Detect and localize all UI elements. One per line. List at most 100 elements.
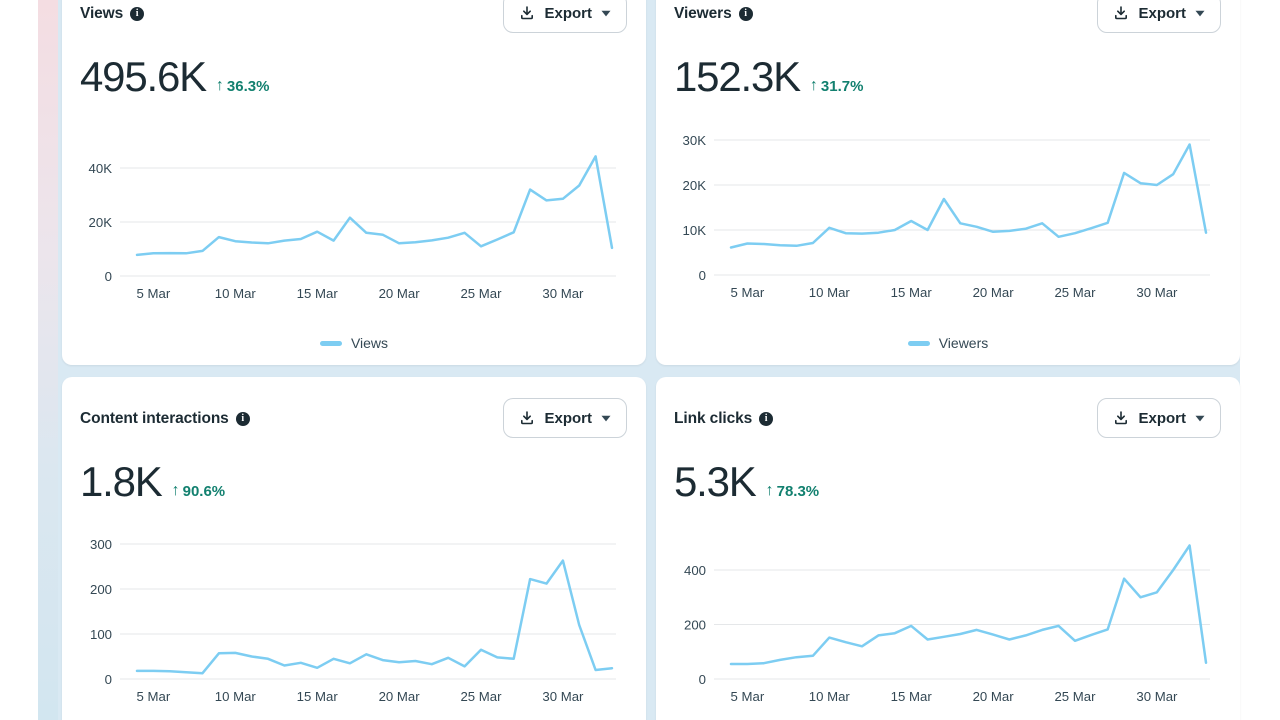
legend-label: Viewers — [938, 335, 989, 351]
link-clicks-line-chart: 0 200 400 5 Mar 10 Mar 15 Mar 20 Mar 25 Mar 30 M… — [684, 544, 1210, 704]
export-label: Export — [544, 4, 592, 22]
metric-value: 152.3K — [674, 53, 801, 100]
svg-text:100: 100 — [90, 627, 112, 642]
legend-label: Views — [350, 335, 389, 351]
svg-text:10 Mar: 10 Mar — [809, 689, 851, 704]
chevron-down-icon — [1195, 10, 1205, 16]
metric-row: 5.3K ↑ 78.3% — [674, 461, 819, 503]
svg-text:5 Mar: 5 Mar — [137, 689, 171, 704]
download-icon — [1115, 6, 1128, 20]
views-card: Views i Export 495.6K ↑ 36.3% 0 20K 40K 5 M… — [62, 0, 646, 365]
metric-value: 495.6K — [80, 53, 207, 100]
metric-row: 495.6K ↑ 36.3% — [80, 56, 269, 98]
views-line-chart: 0 20K 40K 5 Mar 10 Mar 15 Mar 20 Mar 25 Mar 30 M… — [89, 155, 616, 301]
svg-text:20 Mar: 20 Mar — [379, 689, 421, 704]
svg-text:15 Mar: 15 Mar — [297, 689, 339, 704]
card-title: Viewers — [674, 5, 732, 22]
info-icon[interactable]: i — [130, 7, 145, 21]
viewers-line-chart: 0 10K 20K 30K 5 Mar 10 Mar 15 Mar 20 Mar 25 Mar 3… — [683, 133, 1210, 300]
info-icon[interactable]: i — [235, 412, 250, 426]
svg-text:30 Mar: 30 Mar — [1136, 689, 1178, 704]
svg-text:30K: 30K — [683, 133, 707, 148]
delta-percent: 78.3% — [776, 482, 820, 500]
metric-value: 1.8K — [80, 458, 163, 505]
svg-text:10 Mar: 10 Mar — [215, 286, 257, 301]
svg-text:200: 200 — [684, 618, 706, 633]
svg-text:0: 0 — [105, 672, 112, 687]
card-title: Link clicks — [674, 410, 753, 427]
svg-text:40K: 40K — [89, 161, 113, 176]
trend-up-icon: ↑ — [809, 77, 818, 94]
export-label: Export — [1138, 409, 1186, 427]
svg-text:0: 0 — [699, 268, 706, 283]
card-header: Content interactions i — [80, 410, 250, 428]
export-label: Export — [544, 409, 592, 427]
chart-legend: Viewers — [656, 335, 1240, 351]
svg-text:10K: 10K — [683, 223, 707, 238]
card-title: Views — [80, 5, 124, 22]
card-header: Link clicks i — [674, 410, 774, 428]
svg-text:20 Mar: 20 Mar — [973, 285, 1015, 300]
delta-percent: 90.6% — [182, 482, 226, 500]
export-button[interactable]: Export — [503, 0, 627, 33]
metric-delta: ↑ 90.6% — [172, 482, 226, 503]
svg-text:0: 0 — [105, 269, 112, 284]
metric-value: 5.3K — [674, 458, 757, 505]
export-button[interactable]: Export — [503, 398, 627, 438]
delta-percent: 36.3% — [226, 77, 270, 95]
legend-dash-icon — [319, 340, 342, 346]
svg-text:20K: 20K — [89, 215, 113, 230]
svg-text:20 Mar: 20 Mar — [379, 286, 421, 301]
content-interactions-line-chart: 0 100 200 300 5 Mar 10 Mar 15 Mar 20 Mar 25 Mar 3… — [90, 537, 616, 704]
chevron-down-icon — [1195, 415, 1205, 421]
chevron-down-icon — [601, 415, 611, 421]
card-title: Content interactions — [80, 410, 229, 427]
svg-text:30 Mar: 30 Mar — [1136, 285, 1178, 300]
metric-delta: ↑ 31.7% — [810, 77, 864, 98]
svg-text:30 Mar: 30 Mar — [542, 689, 584, 704]
download-icon — [1115, 411, 1128, 425]
link-clicks-card: Link clicks i Export 5.3K ↑ 78.3% 0 200 40… — [656, 377, 1240, 720]
svg-text:25 Mar: 25 Mar — [1054, 285, 1096, 300]
svg-text:5 Mar: 5 Mar — [137, 286, 171, 301]
page-gradient-edge — [38, 0, 58, 720]
svg-text:10 Mar: 10 Mar — [809, 285, 851, 300]
metric-row: 1.8K ↑ 90.6% — [80, 461, 225, 503]
svg-text:300: 300 — [90, 537, 112, 552]
metric-delta: ↑ 78.3% — [766, 482, 820, 503]
export-button[interactable]: Export — [1097, 0, 1221, 33]
svg-text:5 Mar: 5 Mar — [731, 689, 765, 704]
svg-text:400: 400 — [684, 563, 706, 578]
info-icon[interactable]: i — [738, 7, 753, 21]
info-icon[interactable]: i — [759, 412, 774, 426]
card-header: Viewers i — [674, 5, 753, 23]
svg-text:20 Mar: 20 Mar — [973, 689, 1015, 704]
download-icon — [521, 6, 534, 20]
svg-text:15 Mar: 15 Mar — [891, 689, 933, 704]
delta-percent: 31.7% — [820, 77, 864, 95]
export-button[interactable]: Export — [1097, 398, 1221, 438]
download-icon — [521, 411, 534, 425]
metric-row: 152.3K ↑ 31.7% — [674, 56, 863, 98]
chevron-down-icon — [601, 10, 611, 16]
export-label: Export — [1138, 4, 1186, 22]
svg-text:30 Mar: 30 Mar — [542, 286, 584, 301]
card-header: Views i — [80, 5, 145, 23]
trend-up-icon: ↑ — [765, 482, 774, 499]
svg-text:25 Mar: 25 Mar — [460, 689, 502, 704]
svg-text:5 Mar: 5 Mar — [731, 285, 765, 300]
chart-legend: Views — [62, 335, 646, 351]
svg-text:15 Mar: 15 Mar — [297, 286, 339, 301]
svg-text:200: 200 — [90, 582, 112, 597]
svg-text:15 Mar: 15 Mar — [891, 285, 933, 300]
trend-up-icon: ↑ — [171, 482, 180, 499]
legend-dash-icon — [907, 340, 930, 346]
content-interactions-card: Content interactions i Export 1.8K ↑ 90.… — [62, 377, 646, 720]
viewers-card: Viewers i Export 152.3K ↑ 31.7% 0 10K 20K 3… — [656, 0, 1240, 365]
trend-up-icon: ↑ — [215, 77, 224, 94]
svg-text:10 Mar: 10 Mar — [215, 689, 257, 704]
metric-delta: ↑ 36.3% — [216, 77, 270, 98]
svg-text:25 Mar: 25 Mar — [460, 286, 502, 301]
svg-text:25 Mar: 25 Mar — [1054, 689, 1096, 704]
